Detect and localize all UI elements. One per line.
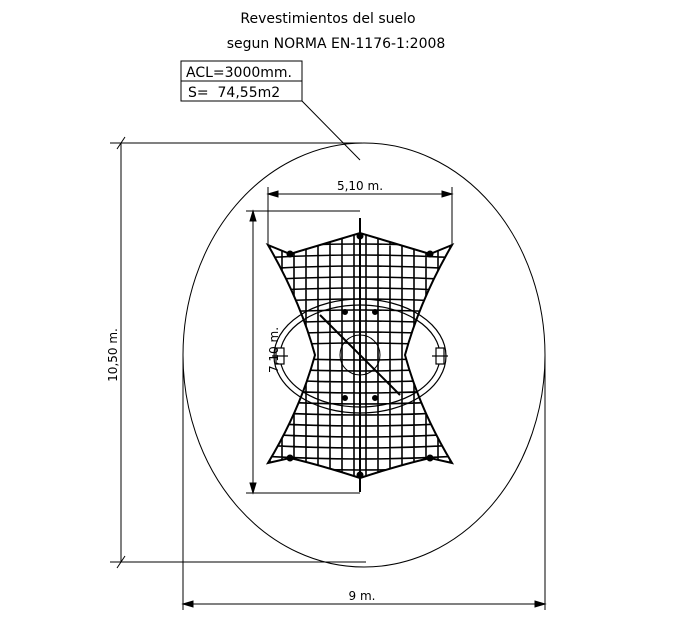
dimension-total-width [181, 355, 547, 610]
title-line-1: Revestimientos del suelo [240, 11, 415, 27]
title-line-2: segun NORMA EN-1176-1:2008 [227, 36, 446, 52]
ring-frame [272, 298, 448, 414]
total-height-label: 10,50 m. [106, 328, 120, 382]
label-box [180, 60, 361, 161]
dimension-equipment-height [246, 209, 360, 495]
net-outline [265, 231, 455, 480]
net-anchor-points [286, 232, 434, 479]
dimension-total-height [110, 136, 366, 569]
leader-line [301, 100, 361, 161]
safety-area-ellipse [182, 142, 546, 568]
equipment-width-label: 5,10 m. [337, 179, 383, 193]
acl-label: ACL=3000mm. [186, 65, 292, 81]
equipment-height-label: 7,10 m. [267, 327, 281, 373]
dimension-equipment-width [266, 187, 454, 245]
surface-label: S= 74,55m2 [188, 85, 280, 101]
net-diagonal-rope [319, 314, 401, 396]
net-center-ring [339, 334, 381, 376]
total-width-label: 9 m. [349, 589, 376, 603]
climbing-net [265, 218, 455, 492]
